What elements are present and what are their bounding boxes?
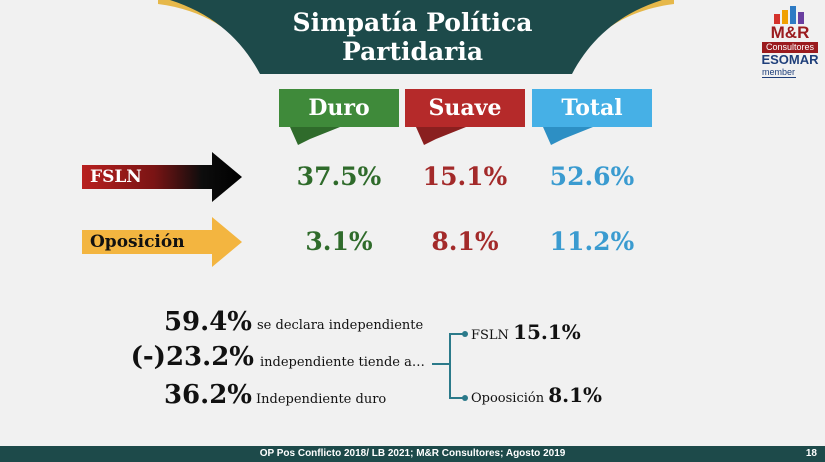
independent-leaning-value: (-)23.2%: [130, 342, 254, 372]
independent-total-text: se declara independiente: [257, 318, 424, 333]
lean-oposicion-label: Opoosición: [471, 391, 545, 406]
lean-oposicion-value: 8.1%: [548, 383, 603, 407]
footer-source: OP Pos Conflicto 2018/ LB 2021; M&R Cons…: [259, 448, 566, 459]
logo-esomar: ESOMAR: [761, 52, 819, 67]
cell-oposicion-duro: 3.1%: [305, 227, 373, 256]
row-label-oposicion: Oposición: [90, 232, 185, 252]
row-label-fsln: FSLN: [90, 167, 142, 187]
bracket-dot-top: [462, 331, 468, 337]
column-header-total: Total: [532, 89, 652, 127]
bracket-spine: [449, 333, 451, 399]
lean-fsln-value: 15.1%: [513, 320, 581, 344]
cell-fsln-suave: 15.1%: [422, 162, 508, 191]
lean-fsln: FSLN 15.1%: [471, 322, 581, 346]
page-subtitle: Partidaria: [341, 37, 484, 66]
independent-hard-value: 36.2%: [163, 380, 252, 410]
row-arrow-oposicion: [82, 217, 242, 267]
header-tail-suave: [416, 127, 466, 145]
independent-leaning-text: independiente tiende a…: [260, 355, 425, 370]
independent-hard-text: Independiente duro: [256, 392, 387, 407]
footer-bar: OP Pos Conflicto 2018/ LB 2021; M&R Cons…: [0, 446, 825, 462]
cell-fsln-duro: 37.5%: [296, 162, 382, 191]
cell-oposicion-suave: 8.1%: [431, 227, 499, 256]
bracket-stem: [432, 363, 450, 365]
cell-oposicion-total: 11.2%: [549, 227, 635, 256]
column-header-duro: Duro: [279, 89, 399, 127]
row-arrow-fsln: [82, 152, 242, 202]
cell-fsln-total: 52.6%: [549, 162, 635, 191]
bracket-bottom-arm: [449, 397, 463, 399]
logo-bars-icon: [774, 6, 804, 24]
header-tail-duro: [290, 127, 340, 145]
title-ribbon: [158, 0, 674, 74]
company-logo: M&R Consultores ESOMAR member: [760, 2, 820, 78]
bracket-dot-bottom: [462, 395, 468, 401]
bracket-top-arm: [449, 333, 463, 335]
lean-oposicion: Opoosición 8.1%: [471, 385, 602, 409]
page-title: Simpatía Política: [292, 8, 533, 37]
column-header-suave: Suave: [405, 89, 525, 127]
logo-brand: M&R: [770, 23, 810, 42]
independent-total-value: 59.4%: [163, 307, 252, 337]
logo-member: member: [762, 67, 796, 78]
logo-sub: Consultores: [762, 42, 818, 53]
header-tail-total: [543, 127, 593, 145]
lean-fsln-label: FSLN: [471, 328, 509, 343]
page-number: 18: [805, 448, 817, 459]
